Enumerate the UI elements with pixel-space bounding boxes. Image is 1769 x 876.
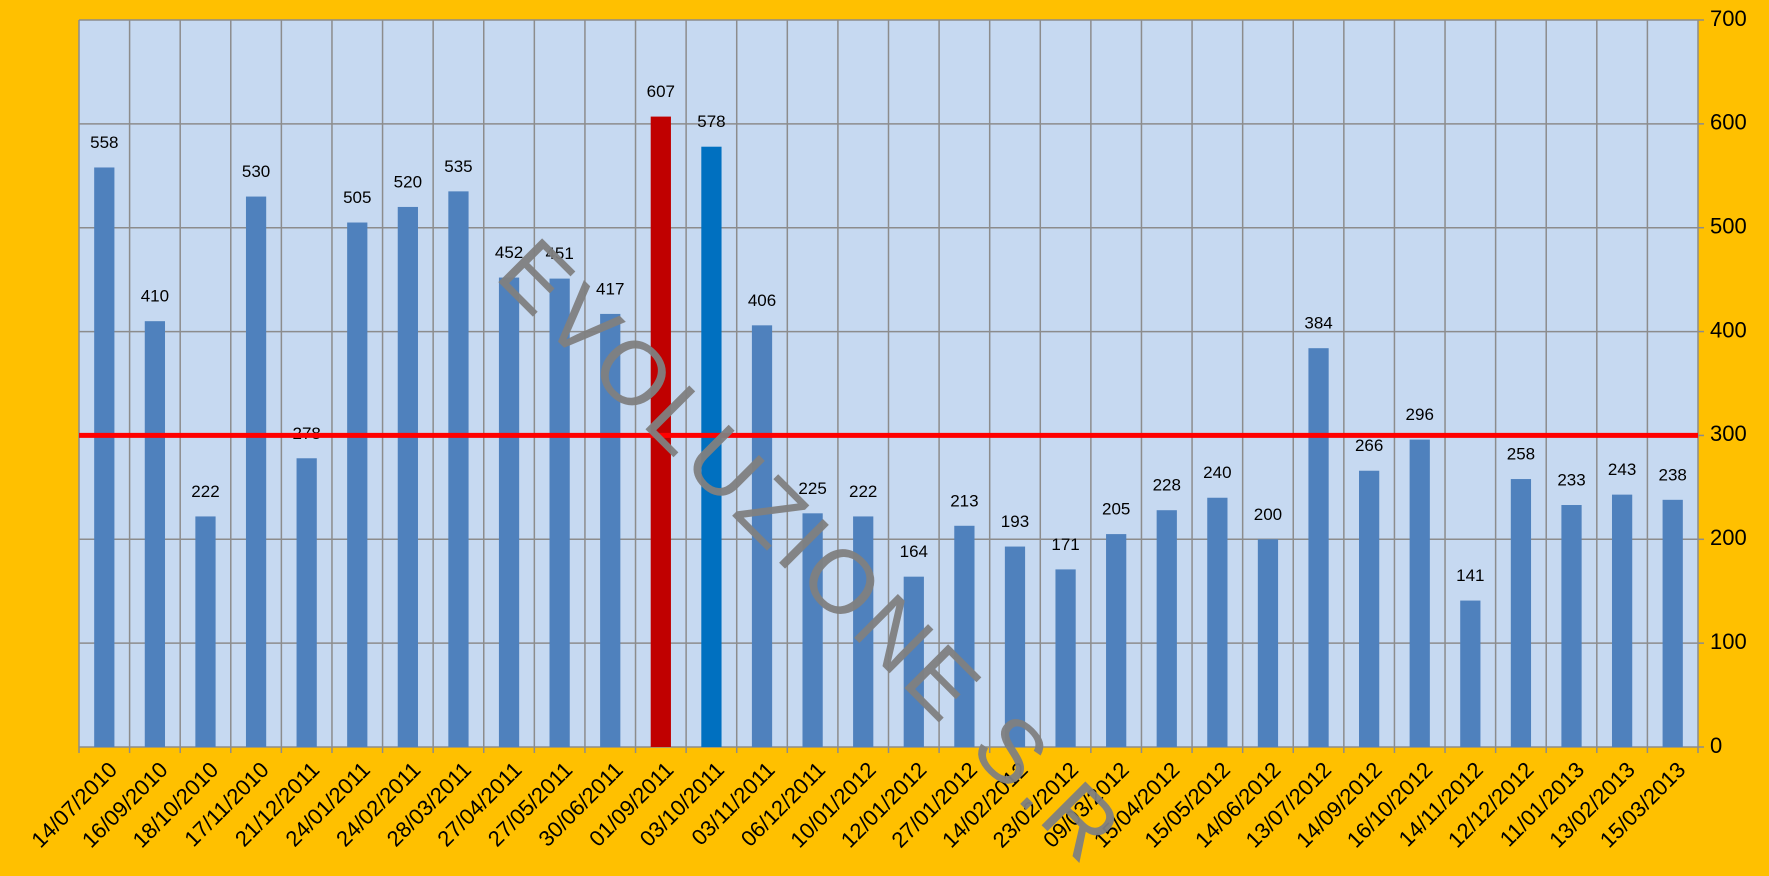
bar <box>1561 505 1582 747</box>
value-label: 530 <box>242 162 270 181</box>
bar <box>498 277 520 747</box>
bar <box>1611 494 1633 747</box>
bar <box>600 313 621 747</box>
bar <box>1359 470 1380 747</box>
value-label: 222 <box>849 482 877 501</box>
bar <box>347 222 368 747</box>
value-label: 607 <box>647 82 675 101</box>
value-label: 452 <box>495 243 523 262</box>
bar <box>296 458 317 747</box>
bar <box>903 576 924 747</box>
value-label: 558 <box>90 133 118 152</box>
bar <box>751 325 773 747</box>
value-label: 222 <box>191 482 219 501</box>
value-label: 417 <box>596 279 624 298</box>
value-label: 238 <box>1659 465 1687 484</box>
bar <box>1460 600 1481 747</box>
bar <box>1257 539 1279 747</box>
value-label: 535 <box>444 157 472 176</box>
bar <box>144 321 166 747</box>
bar <box>1156 510 1177 747</box>
value-label: 171 <box>1051 535 1079 554</box>
bar <box>1106 534 1127 747</box>
y-tick-label: 700 <box>1710 6 1747 31</box>
y-tick-label: 0 <box>1710 733 1722 758</box>
value-label: 410 <box>141 287 169 306</box>
value-label: 505 <box>343 188 371 207</box>
value-label: 141 <box>1456 566 1484 585</box>
bar <box>701 146 722 748</box>
value-label: 520 <box>394 172 422 191</box>
value-label: 193 <box>1001 512 1029 531</box>
value-label: 228 <box>1153 476 1181 495</box>
value-label: 406 <box>748 291 776 310</box>
y-tick-label: 100 <box>1710 629 1747 654</box>
value-label: 258 <box>1507 445 1535 464</box>
value-label: 296 <box>1406 405 1434 424</box>
value-label: 240 <box>1203 463 1231 482</box>
value-label: 213 <box>950 491 978 510</box>
bar <box>802 513 823 747</box>
bar <box>1004 546 1026 747</box>
value-label: 233 <box>1557 470 1585 489</box>
value-label: 225 <box>798 479 826 498</box>
value-label: 200 <box>1254 505 1282 524</box>
y-tick-label: 300 <box>1710 421 1747 446</box>
bar <box>853 516 874 747</box>
value-label: 205 <box>1102 500 1130 519</box>
bar <box>1510 479 1532 747</box>
bar <box>397 206 418 747</box>
bar <box>195 516 216 747</box>
y-tick-label: 400 <box>1710 317 1747 342</box>
bar <box>245 196 267 748</box>
y-tick-label: 200 <box>1710 525 1747 550</box>
bar <box>549 278 570 747</box>
y-tick-label: 600 <box>1710 110 1747 135</box>
bar <box>94 167 115 747</box>
bar <box>1207 497 1228 747</box>
value-label: 164 <box>900 542 928 561</box>
bar <box>448 191 469 748</box>
bar <box>1308 348 1329 747</box>
bar <box>1662 499 1683 747</box>
bar <box>1055 569 1076 747</box>
bar <box>1409 439 1430 747</box>
value-label: 451 <box>545 244 573 263</box>
bar <box>954 525 975 747</box>
y-tick-label: 500 <box>1710 214 1747 239</box>
value-label: 243 <box>1608 460 1636 479</box>
value-label: 578 <box>697 112 725 131</box>
bar <box>650 116 671 747</box>
value-label: 266 <box>1355 436 1383 455</box>
value-label: 384 <box>1304 314 1332 333</box>
